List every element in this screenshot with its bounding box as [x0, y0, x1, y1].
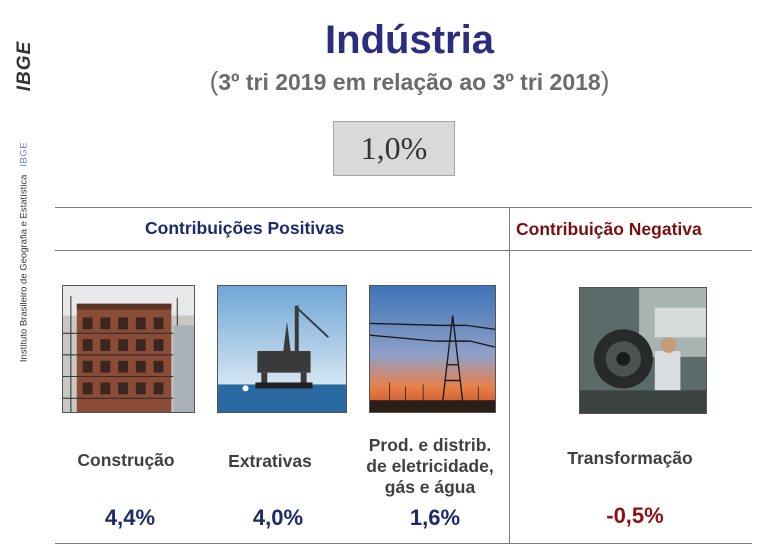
subtitle-open-paren: (: [209, 66, 219, 96]
item-label-eletricidade-line-2: de eletricidade,: [366, 456, 494, 476]
table-header-rule: [55, 250, 752, 251]
item-label-eletricidade: Prod. e distrib. de eletricidade, gás e …: [348, 435, 512, 498]
item-value-transformacao: -0,5%: [606, 503, 664, 528]
institute-name: Instituto Brasileiro de Geografia e Esta…: [19, 142, 30, 362]
subtitle-text: 3º tri 2019 em relação ao 3º tri 2018: [218, 69, 601, 95]
negative-heading: Contribuição Negativa: [516, 219, 702, 239]
table-bottom-rule: [55, 543, 752, 544]
subtitle-close-paren: ): [600, 66, 610, 96]
total-value: 1,0%: [360, 130, 428, 166]
table-top-rule: [55, 207, 752, 208]
power-lines-photo: [369, 285, 496, 413]
item-label-transformacao: Transformação: [567, 448, 693, 468]
logo-text: IBGE: [14, 40, 35, 92]
item-value-extrativas: 4,0%: [252, 505, 304, 530]
item-label-extrativas: Extrativas: [228, 451, 312, 471]
item-value-construcao: 4,4%: [104, 505, 156, 530]
oil-platform-photo: [217, 285, 347, 413]
item-label-eletricidade-line-1: Prod. e distrib.: [368, 435, 492, 455]
factory-photo: [579, 287, 707, 414]
construction-photo: [62, 285, 195, 413]
item-label-eletricidade-line-3: gás e água: [384, 477, 476, 497]
page-title: Indústria: [325, 18, 494, 62]
ibge-logo: IBGE: [10, 28, 40, 104]
page-subtitle: (3º tri 2019 em relação ao 3º tri 2018): [60, 66, 759, 97]
ibge-tag: IBGE: [18, 141, 30, 167]
positive-heading: Contribuições Positivas: [145, 218, 345, 238]
item-label-construcao: Construção: [77, 450, 175, 470]
institute-label: Instituto Brasileiro de Geografia e Esta…: [18, 174, 30, 363]
total-value-box: 1,0%: [333, 121, 455, 176]
item-value-eletricidade: 1,6%: [409, 505, 461, 530]
column-divider: [509, 207, 510, 544]
